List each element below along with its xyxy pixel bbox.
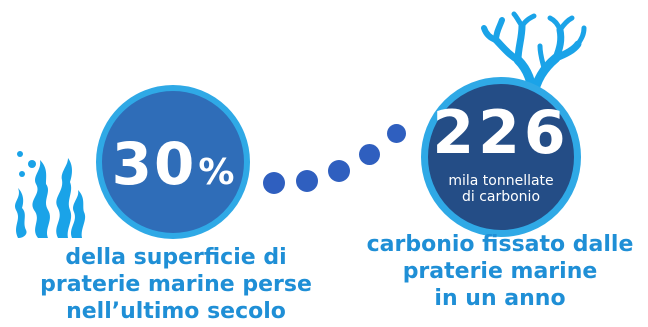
stat-value-left-number: 30 (111, 130, 197, 198)
stat-value-right: 226 (432, 97, 570, 168)
connector-dot (296, 170, 318, 192)
stat-unit-right-line: di carbonio (461, 189, 541, 205)
stat-unit-right-line: mila tonnellate (448, 172, 554, 189)
stat-value-left-unit: % (198, 152, 235, 193)
seagrass-icon (15, 151, 86, 238)
caption-line: nell’ultimo secolo (66, 299, 286, 324)
caption-line: carbonio fissato dalle (366, 232, 634, 257)
caption-line: praterie marine perse (40, 272, 312, 297)
connector-dot (263, 172, 285, 194)
caption-line: della superficie di (65, 245, 287, 270)
stat-caption-right: carbonio fissato dalle praterie marine i… (350, 231, 648, 312)
stat-caption-left: della superficie di praterie marine pers… (26, 244, 326, 325)
caption-line: in un anno (434, 286, 566, 311)
caption-line: praterie marine (402, 259, 598, 284)
connector-dot (387, 124, 406, 143)
connector-dot (328, 160, 350, 182)
connector-dot (359, 144, 380, 165)
stat-value-left: 30% (112, 135, 235, 193)
stat-circle-right: 226 mila tonnellate di carbonio (421, 77, 581, 237)
stat-circle-left: 30% (96, 85, 250, 239)
stat-unit-right: mila tonnellate di carbonio (448, 173, 553, 205)
